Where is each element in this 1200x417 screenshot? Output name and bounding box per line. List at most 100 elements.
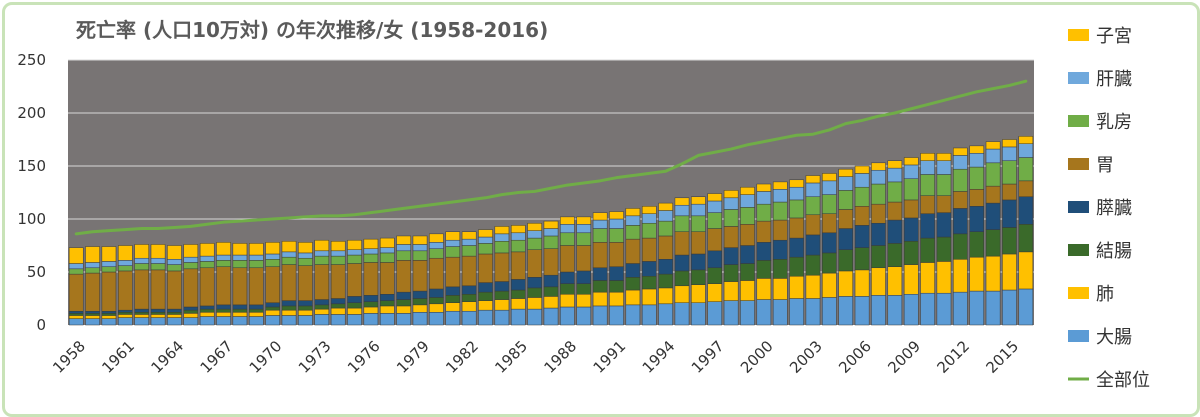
bar-segment-8 [429, 233, 444, 243]
bar-segment-5 [101, 271, 117, 312]
bar-segment-1 [772, 299, 788, 326]
bar-segment-6 [625, 225, 641, 240]
bar-segment-5 [936, 195, 952, 213]
bar-segment-2 [707, 283, 723, 302]
legend-label: 結腸 [1096, 241, 1132, 262]
bar-segment-5 [625, 238, 641, 264]
bar-segment-5 [85, 272, 100, 312]
bar-segment-4 [85, 310, 100, 314]
bar-segment-7 [347, 249, 362, 256]
bar-segment-3 [461, 294, 477, 302]
bar-segment-4 [478, 282, 493, 293]
bar-segment-4 [658, 259, 673, 275]
bar-segment-2 [953, 259, 968, 293]
bar-segment-8 [789, 179, 804, 188]
bar-segment-2 [691, 284, 706, 303]
bar-segment-4 [592, 267, 608, 281]
bar-segment-6 [871, 183, 886, 205]
bar-segment-4 [543, 274, 559, 288]
bar-segment-7 [478, 236, 493, 244]
bar-segment-8 [461, 231, 477, 240]
bar-segment-7 [248, 254, 264, 261]
bar-segment-4 [363, 295, 379, 302]
legend-swatch [1068, 158, 1089, 170]
bar-segment-6 [68, 268, 84, 275]
bar-segment-3 [183, 309, 199, 314]
legend-swatch [1068, 115, 1089, 127]
bar-segment-4 [248, 304, 264, 310]
bar-segment-2 [216, 312, 231, 317]
bar-segment-5 [199, 267, 215, 307]
bar-segment-8 [363, 238, 379, 249]
bar-segment-1 [314, 314, 330, 326]
bar-segment-6 [461, 245, 477, 257]
bar-segment-1 [543, 307, 559, 326]
bar-segment-4 [641, 261, 657, 277]
bar-segment-6 [396, 250, 411, 261]
bar-segment-4 [887, 219, 903, 244]
bar-segment-3 [985, 229, 1001, 257]
bar-segment-6 [494, 241, 510, 254]
bar-segment-6 [478, 243, 493, 255]
bar-segment-7 [576, 224, 592, 234]
bar-segment-8 [478, 229, 493, 238]
bar-segment-4 [216, 304, 231, 310]
bar-segment-5 [461, 255, 477, 287]
bar-segment-8 [903, 157, 919, 166]
bar-segment-7 [903, 164, 919, 179]
bar-segment-6 [85, 267, 100, 274]
bar-segment-8 [167, 245, 182, 260]
bar-segment-2 [510, 298, 526, 310]
bar-segment-8 [330, 241, 346, 252]
bar-segment-3 [216, 308, 231, 313]
bar-segment-8 [920, 153, 935, 161]
bar-segment-1 [510, 308, 526, 326]
legend-label: 大腸 [1096, 327, 1132, 348]
bar-segment-7 [199, 255, 215, 262]
bar-segment-1 [494, 309, 510, 326]
bar-segment-6 [1002, 160, 1017, 185]
bar-segment-8 [134, 244, 149, 259]
bar-segment-8 [936, 153, 952, 161]
bar-segment-1 [298, 315, 313, 326]
bar-segment-2 [609, 291, 624, 307]
bar-segment-3 [478, 291, 493, 301]
bar-segment-6 [756, 203, 772, 222]
bar-segment-7 [969, 153, 984, 168]
bar-segment-3 [560, 283, 575, 295]
bar-segment-4 [985, 202, 1001, 230]
bar-segment-1 [1002, 289, 1017, 326]
bar-segment-5 [379, 262, 395, 295]
bar-segment-3 [756, 260, 772, 279]
x-tick-label: 1958 [49, 337, 89, 377]
bar-segment-4 [527, 277, 542, 289]
bar-segment-6 [314, 255, 330, 265]
bar-segment-4 [281, 300, 297, 307]
bar-segment-5 [183, 268, 199, 308]
bar-segment-4 [576, 270, 592, 284]
bar-segment-8 [658, 202, 673, 211]
bar-segment-1 [805, 298, 821, 326]
bar-segment-1 [985, 290, 1001, 326]
bar-segment-7 [330, 250, 346, 257]
bar-segment-2 [478, 300, 493, 311]
bar-segment-6 [641, 222, 657, 239]
bar-segment-3 [134, 312, 149, 315]
bar-segment-5 [347, 263, 362, 297]
bar-segment-1 [281, 315, 297, 326]
bar-segment-7 [854, 173, 870, 188]
bar-segment-2 [969, 256, 984, 292]
bar-segment-5 [167, 270, 182, 310]
bar-segment-7 [740, 194, 755, 208]
bar-segment-2 [183, 313, 199, 318]
bar-segment-1 [723, 300, 739, 326]
bar-segment-4 [674, 254, 690, 272]
bar-segment-8 [183, 244, 199, 258]
legend-label: 膵臓 [1096, 198, 1132, 219]
bar-segment-6 [199, 261, 215, 269]
bar-segment-2 [248, 312, 264, 317]
bar-segment-1 [248, 316, 264, 326]
bar-segment-3 [822, 252, 837, 274]
bar-segment-5 [232, 267, 248, 306]
bar-segment-1 [134, 317, 149, 326]
